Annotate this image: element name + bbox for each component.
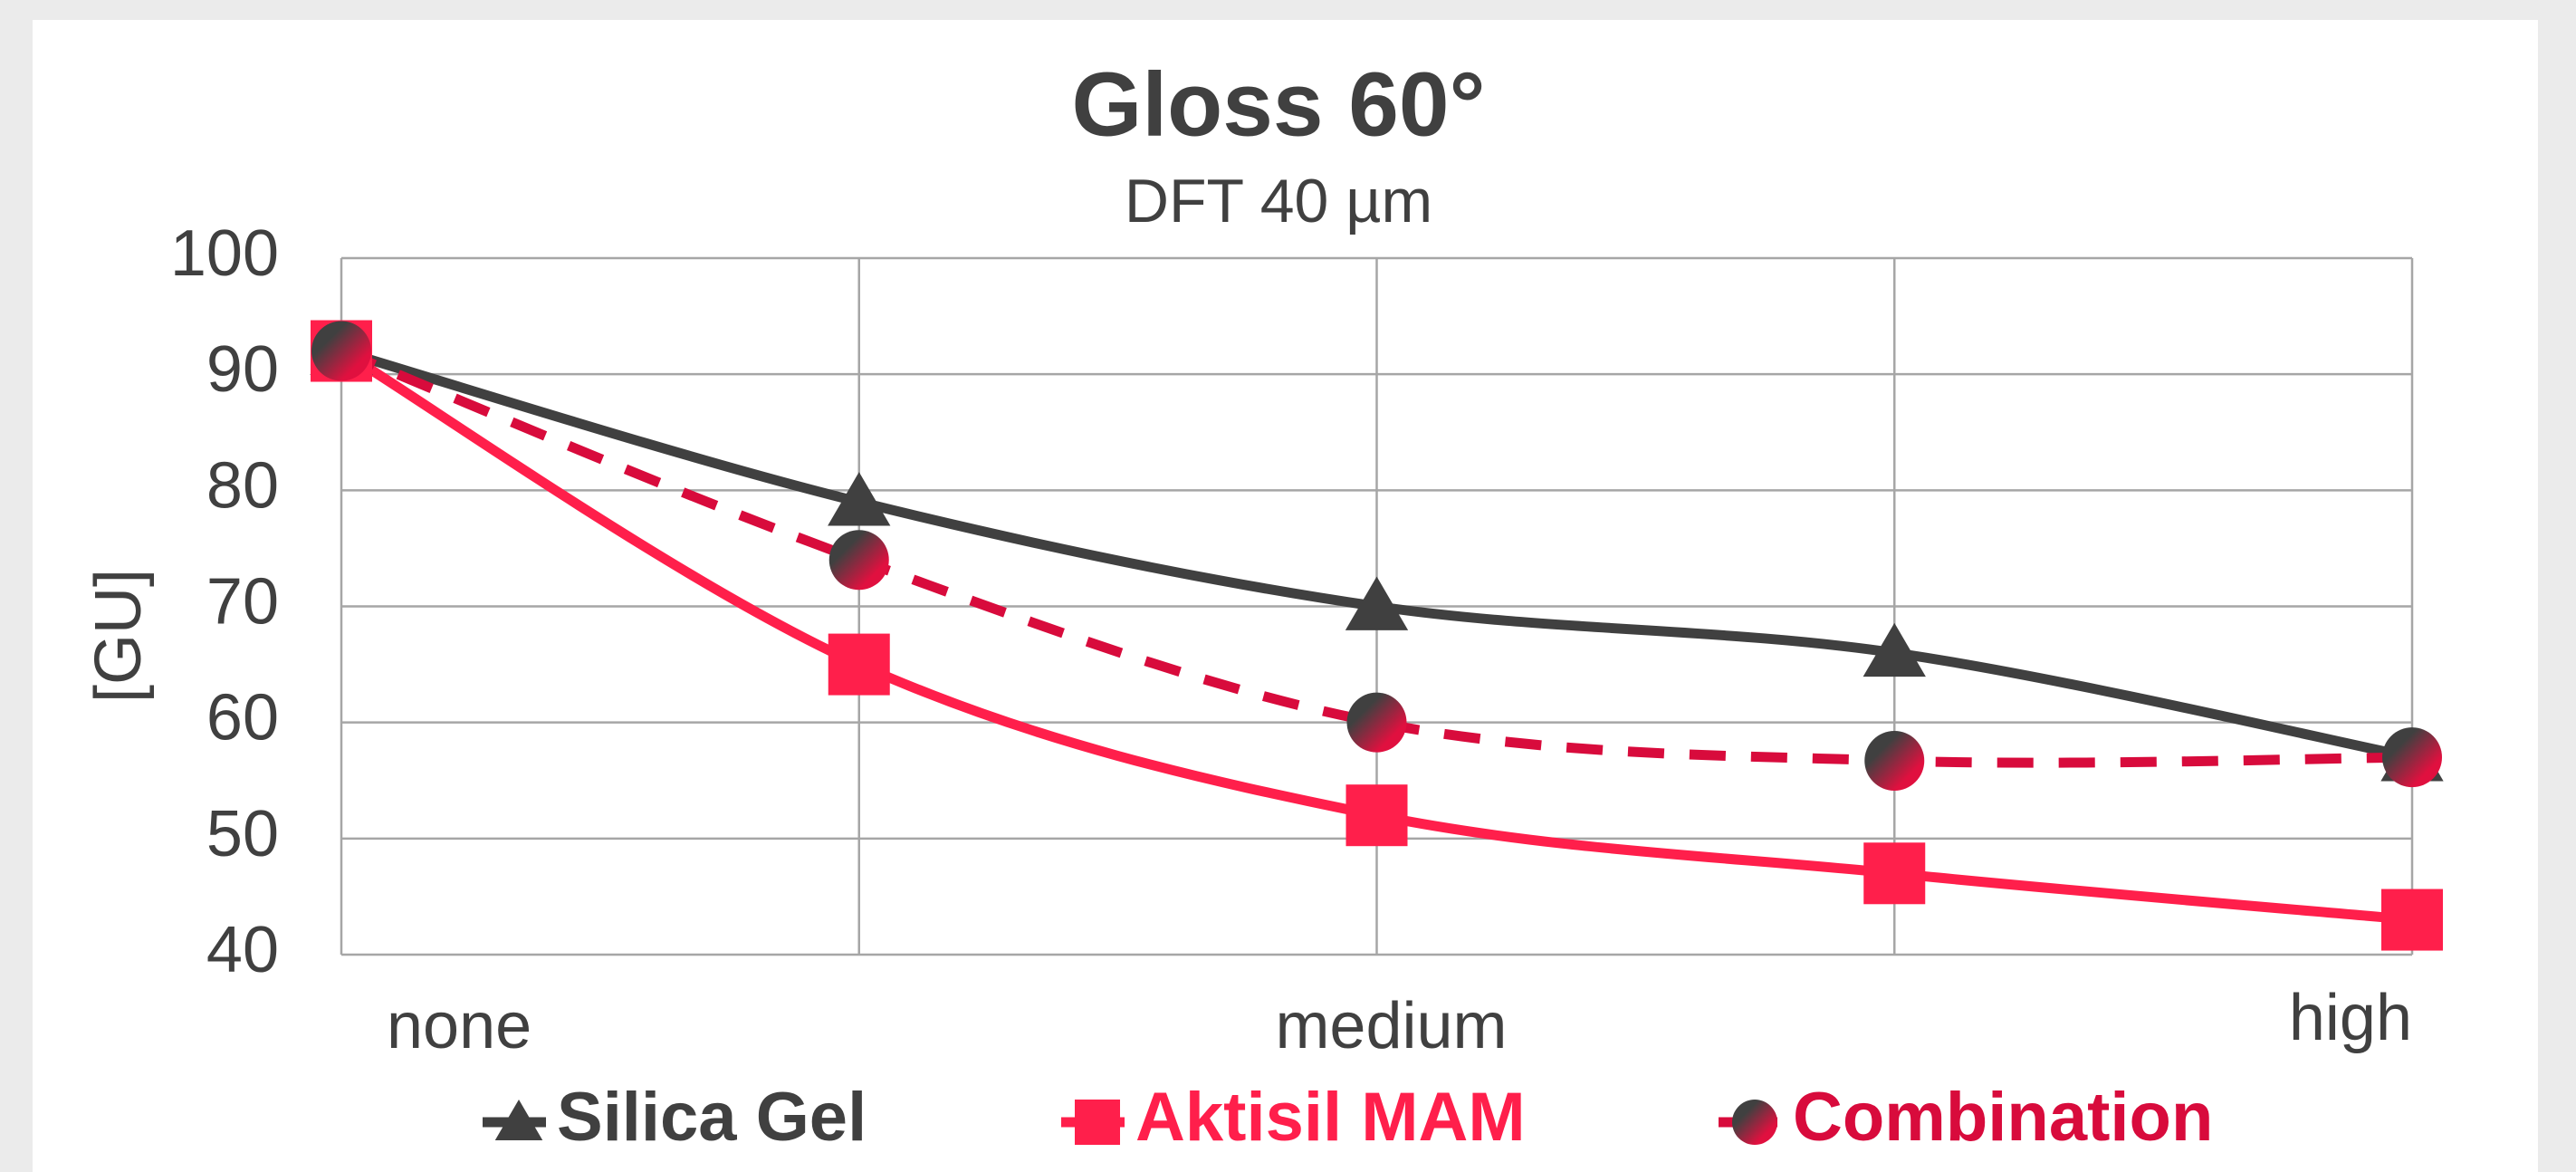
legend-label: Aktisil MAM xyxy=(1135,1079,1526,1156)
y-tick-label: 80 xyxy=(206,449,279,522)
marker xyxy=(311,321,371,381)
marker xyxy=(1346,692,1407,753)
x-tick-label: medium xyxy=(1275,990,1507,1062)
series-line xyxy=(339,346,2413,768)
y-tick-label: 90 xyxy=(206,333,279,406)
marker xyxy=(828,530,889,591)
y-tick-label: 60 xyxy=(206,682,279,754)
x-tick-label: none xyxy=(387,990,531,1062)
marker xyxy=(1075,1100,1120,1145)
marker xyxy=(2381,889,2443,951)
marker xyxy=(1345,784,1408,847)
marker xyxy=(2382,727,2442,788)
y-tick-label: 70 xyxy=(206,566,279,639)
x-tick-label: high xyxy=(2289,982,2412,1054)
marker xyxy=(828,472,891,526)
y-axis-label: [GU] xyxy=(82,569,155,703)
marker xyxy=(494,1100,543,1140)
chart-title: Gloss 60° xyxy=(1072,53,1486,155)
marker xyxy=(1732,1100,1777,1145)
marker xyxy=(828,633,890,696)
chart-subtitle: DFT 40 µm xyxy=(1125,167,1432,235)
y-tick-label: 50 xyxy=(206,798,279,870)
legend-label: Combination xyxy=(1793,1079,2213,1156)
marker xyxy=(1345,576,1409,630)
y-tick-label: 40 xyxy=(206,914,279,986)
y-tick-label: 100 xyxy=(170,217,279,290)
marker xyxy=(1863,842,1926,905)
marker xyxy=(1864,730,1925,791)
marker xyxy=(1863,622,1926,677)
legend-label: Silica Gel xyxy=(557,1079,867,1156)
